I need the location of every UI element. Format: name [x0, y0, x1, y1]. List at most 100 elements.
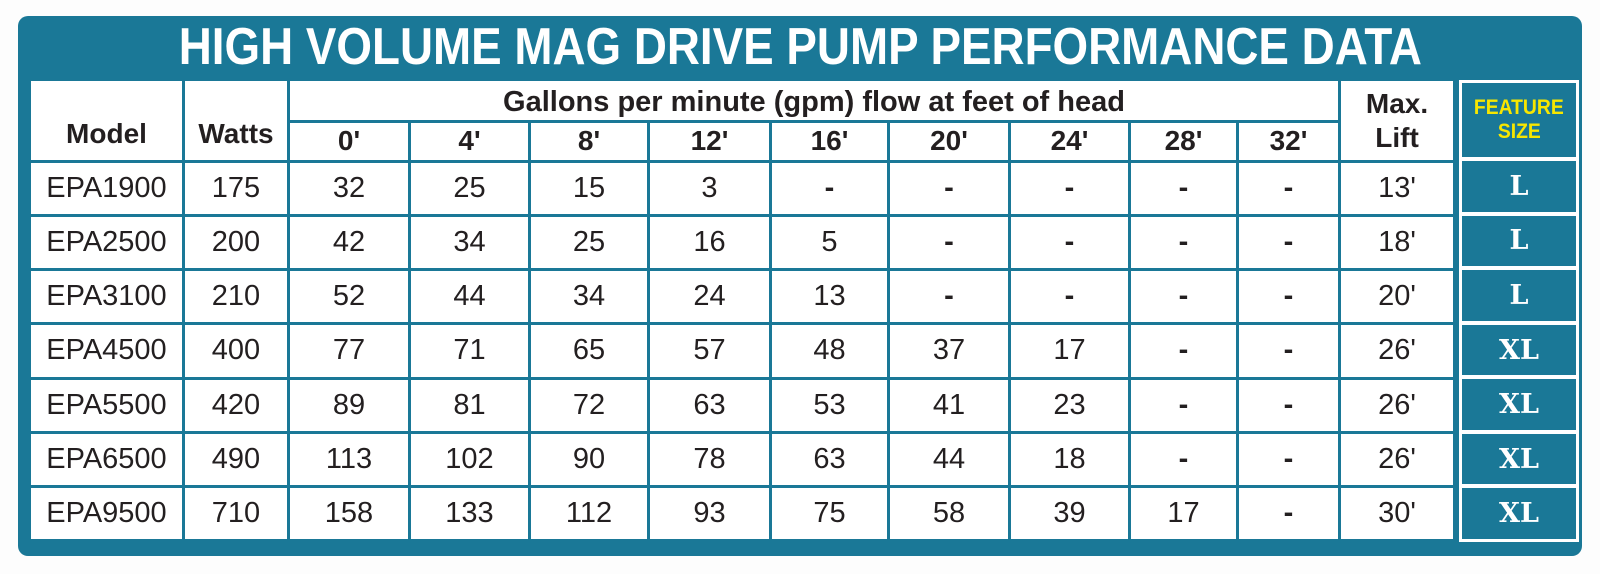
feature-size-cell: L [1462, 161, 1576, 212]
max-lift-cell: 30' [1338, 484, 1456, 543]
model-cell: EPA3100 [28, 268, 185, 326]
table-header: Model Watts Gallons per minute (gpm) flo… [28, 78, 1456, 163]
flow-cell: 48 [769, 322, 890, 380]
flow-cell: 102 [408, 430, 531, 488]
model-cell: EPA9500 [28, 484, 185, 543]
max-lift-cell: 13' [1338, 159, 1456, 218]
flow-cell: - [1128, 159, 1239, 218]
model-cell: EPA4500 [28, 322, 185, 380]
flow-cell: 133 [408, 484, 531, 543]
flow-cell: 112 [528, 484, 650, 543]
flow-cell: - [1236, 484, 1341, 543]
feature-size-column: FEATURE SIZE L L L XL XL XL XL [1459, 80, 1579, 542]
flow-cell: - [887, 268, 1011, 326]
flow-cell: - [1236, 159, 1341, 218]
col-header-model: Model [28, 78, 185, 163]
table-row: EPA2500 200 42 34 25 16 5- - - -18' [28, 214, 1456, 272]
col-header-12ft: 12' [647, 121, 772, 163]
flow-cell: 52 [287, 268, 411, 326]
max-lift-cell: 18' [1338, 214, 1456, 272]
feature-size-cell: XL [1462, 324, 1576, 376]
watts-cell: 490 [182, 430, 290, 488]
table-title-text: HIGH VOLUME MAG DRIVE PUMP PERFORMANCE D… [178, 18, 1422, 76]
flow-cell: - [1008, 214, 1131, 272]
feature-header-line1: FEATURE [1474, 95, 1564, 119]
feature-size-cell: L [1462, 215, 1576, 267]
table-body: EPA1900 175 32 25 15 3- - - - -13' EPA2500 200 42 34 2… [28, 159, 1456, 543]
flow-cell: 25 [528, 214, 650, 272]
flow-cell: 17 [1008, 322, 1131, 380]
flow-cell: 44 [887, 430, 1011, 488]
flow-cell: 113 [287, 430, 411, 488]
feature-header-line2: SIZE [1497, 120, 1541, 143]
model-cell: EPA5500 [28, 376, 185, 434]
max-lift-cell: 26' [1338, 322, 1456, 380]
col-header-max-lift: Max. Lift [1338, 78, 1456, 163]
feature-size-cell: XL [1462, 488, 1576, 540]
col-header-32ft: 32' [1236, 121, 1341, 163]
flow-cell: 81 [408, 376, 531, 434]
watts-cell: 400 [182, 322, 290, 380]
table-row: EPA3100 210 52 44 34 24 13- - - -20' [28, 268, 1456, 326]
col-header-16ft: 16' [769, 121, 890, 163]
flow-cell: 63 [769, 430, 890, 488]
flow-cell: - [1236, 430, 1341, 488]
flow-cell: 58 [887, 484, 1011, 543]
flow-cell: 17 [1128, 484, 1239, 543]
flow-cell: - [769, 159, 890, 218]
flow-cell: 39 [1008, 484, 1131, 543]
flow-cell: 65 [528, 322, 650, 380]
flow-cell: 32 [287, 159, 411, 218]
model-cell: EPA2500 [28, 214, 185, 272]
flow-cell: 72 [528, 376, 650, 434]
flow-cell: 13 [769, 268, 890, 326]
col-header-0ft: 0' [287, 121, 411, 163]
col-header-28ft: 28' [1128, 121, 1239, 163]
flow-cell: 77 [287, 322, 411, 380]
table-row: EPA9500 710 158 133 112 93 75 58 39 17-30' [28, 484, 1456, 543]
table-row: EPA6500 490 113 102 90 78 63 44 18- -26' [28, 430, 1456, 488]
flow-cell: 53 [769, 376, 890, 434]
col-header-24ft: 24' [1008, 121, 1131, 163]
model-cell: EPA1900 [28, 159, 185, 218]
watts-cell: 200 [182, 214, 290, 272]
col-header-gpm-span: Gallons per minute (gpm) flow at feet of… [287, 78, 1341, 123]
flow-cell: 44 [408, 268, 531, 326]
max-lift-cell: 26' [1338, 430, 1456, 488]
table-row: EPA4500 400 77 71 65 57 48 37 17- -26' [28, 322, 1456, 380]
flow-cell: - [1128, 376, 1239, 434]
flow-cell: 24 [647, 268, 772, 326]
model-cell: EPA6500 [28, 430, 185, 488]
flow-cell: - [1128, 268, 1239, 326]
flow-cell: 89 [287, 376, 411, 434]
flow-cell: 57 [647, 322, 772, 380]
col-header-8ft: 8' [528, 121, 650, 163]
col-header-20ft: 20' [887, 121, 1011, 163]
performance-table-panel: HIGH VOLUME MAG DRIVE PUMP PERFORMANCE D… [18, 16, 1582, 556]
flow-cell: - [887, 159, 1011, 218]
watts-cell: 420 [182, 376, 290, 434]
flow-cell: - [1236, 376, 1341, 434]
table-row: EPA1900 175 32 25 15 3- - - - -13' [28, 159, 1456, 218]
flow-cell: - [1236, 214, 1341, 272]
feature-size-cell: L [1462, 270, 1576, 321]
flow-cell: 78 [647, 430, 772, 488]
feature-size-cell: XL [1462, 379, 1576, 430]
max-lift-cell: 26' [1338, 376, 1456, 434]
max-lift-line2: Lift [1375, 121, 1419, 153]
flow-cell: 25 [408, 159, 531, 218]
flow-cell: - [1236, 268, 1341, 326]
max-lift-line1: Max. [1365, 87, 1429, 119]
flow-cell: 18 [1008, 430, 1131, 488]
col-header-watts: Watts [182, 78, 290, 163]
flow-cell: - [887, 214, 1011, 272]
flow-cell: 93 [647, 484, 772, 543]
table-title: HIGH VOLUME MAG DRIVE PUMP PERFORMANCE D… [18, 16, 1582, 78]
flow-cell: - [1008, 268, 1131, 326]
watts-cell: 175 [182, 159, 290, 218]
flow-cell: 41 [887, 376, 1011, 434]
flow-cell: 3 [647, 159, 772, 218]
flow-cell: 37 [887, 322, 1011, 380]
col-header-4ft: 4' [408, 121, 531, 163]
